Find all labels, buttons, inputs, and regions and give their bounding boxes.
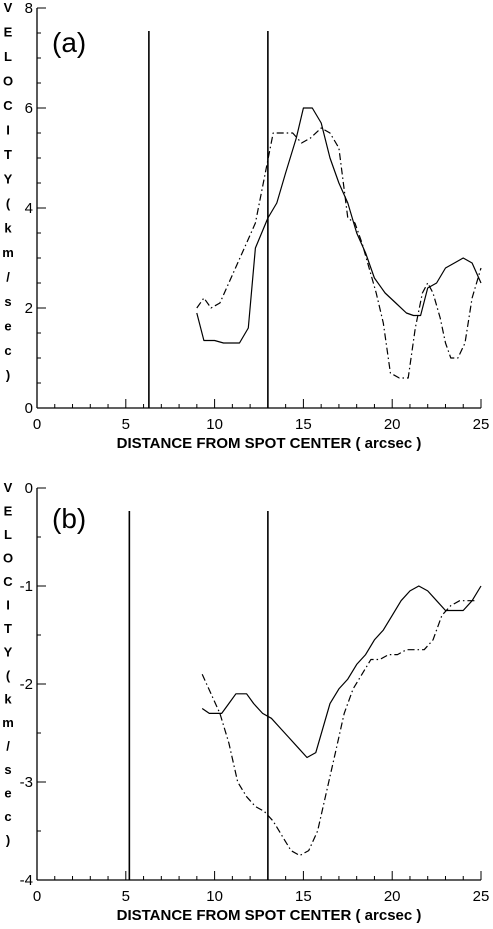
y-tick-label: -3 — [20, 774, 33, 791]
y-tick-label: 0 — [25, 400, 33, 417]
x-tick-label: 10 — [206, 416, 223, 433]
y-axis-label-char: I — [6, 598, 10, 613]
y-axis-label-char: E — [4, 25, 13, 40]
panel-label: (a) — [52, 27, 86, 58]
x-axis-label: DISTANCE FROM SPOT CENTER ( arcsec ) — [117, 435, 422, 452]
y-axis-label-char: c — [4, 809, 11, 824]
y-axis-label-char: / — [6, 739, 10, 754]
y-axis-label-char: C — [3, 98, 13, 113]
series-line-dash-dot — [201, 600, 478, 857]
y-axis-label-char: k — [4, 221, 12, 236]
x-tick-label: 25 — [473, 416, 490, 433]
y-axis-label-char: / — [6, 270, 10, 285]
x-tick-label: 0 — [33, 888, 41, 905]
y-axis-label-char: V — [4, 0, 13, 15]
y-axis-label-char: O — [3, 551, 13, 566]
y-tick-label: 8 — [25, 0, 33, 17]
x-tick-label: 15 — [295, 416, 312, 433]
y-axis-label-char: C — [3, 574, 13, 589]
x-tick-label: 15 — [295, 888, 312, 905]
x-tick-label: 25 — [473, 888, 490, 905]
y-axis-label-char: m — [2, 245, 14, 260]
y-tick-label: 2 — [25, 300, 33, 317]
y-axis-label-char: m — [2, 715, 14, 730]
y-axis-label-char: s — [4, 762, 11, 777]
y-axis-label-char: ) — [6, 368, 10, 383]
y-axis-label-char: E — [4, 504, 13, 519]
y-axis-label-char: Y — [4, 172, 13, 187]
y-axis-label-char: V — [4, 480, 13, 495]
y-axis-label-char: T — [4, 147, 12, 162]
series-line-solid — [201, 585, 482, 759]
panel-label: (b) — [52, 503, 86, 534]
y-axis-label-char: c — [4, 343, 11, 358]
y-axis-label-char: e — [4, 319, 11, 334]
series-line-solid — [196, 107, 482, 344]
x-tick-label: 5 — [122, 888, 130, 905]
y-axis-label-char: O — [3, 74, 13, 89]
y-axis-label-char: ( — [6, 668, 11, 683]
y-tick-label: -2 — [20, 676, 33, 693]
y-axis-label-char: T — [4, 621, 12, 636]
y-tick-label: -1 — [20, 578, 33, 595]
y-axis-label-char: s — [4, 294, 11, 309]
x-tick-label: 5 — [122, 416, 130, 433]
y-tick-label: 4 — [25, 200, 33, 217]
x-tick-label: 0 — [33, 416, 41, 433]
y-axis-label-char: I — [6, 123, 10, 138]
y-tick-label: 0 — [25, 480, 33, 497]
x-tick-label: 10 — [206, 888, 223, 905]
series-line-dash-dot — [196, 127, 482, 379]
y-axis-label-char: ) — [6, 833, 10, 848]
y-tick-label: 6 — [25, 100, 33, 117]
y-axis-label-char: e — [4, 786, 11, 801]
y-axis-label-char: L — [4, 527, 12, 542]
x-tick-label: 20 — [384, 416, 401, 433]
y-axis-label-char: ( — [6, 196, 11, 211]
y-axis-label-char: Y — [4, 645, 13, 660]
y-axis-label-char: k — [4, 692, 12, 707]
y-tick-label: -4 — [20, 872, 33, 889]
x-tick-label: 20 — [384, 888, 401, 905]
panel-a: 0 5 10 15 20 25 0 2 4 6 8 (a) DISTANCE FROM SPOT CEN… — [2, 0, 489, 452]
panel-b: 0 5 10 15 20 25 0 -1 -2 -3 -4 (b) DISTANCE FROM SPOT… — [2, 480, 489, 924]
x-axis-label: DISTANCE FROM SPOT CENTER ( arcsec ) — [117, 907, 422, 924]
y-axis-label-char: L — [4, 49, 12, 64]
